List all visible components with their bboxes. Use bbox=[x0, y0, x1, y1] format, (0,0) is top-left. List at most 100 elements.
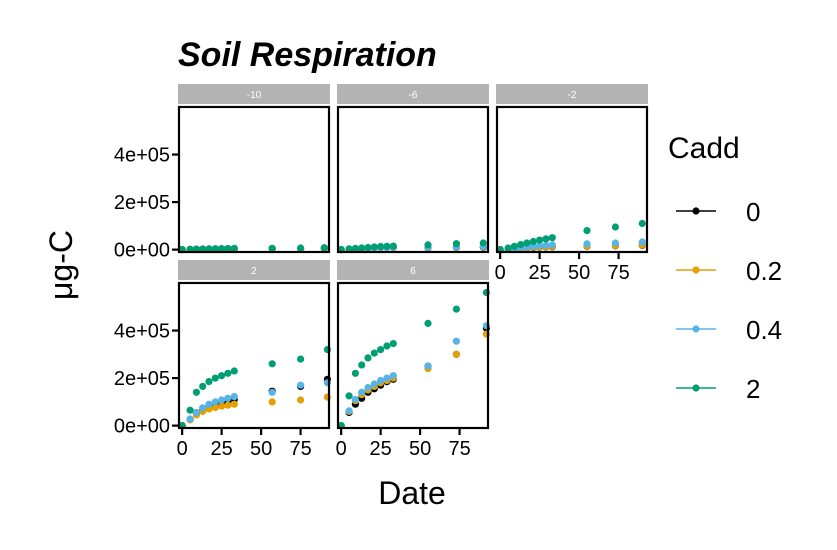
data-point bbox=[268, 388, 276, 396]
data-point bbox=[351, 244, 359, 252]
data-point bbox=[230, 367, 238, 375]
data-point bbox=[358, 361, 366, 369]
legend: Cadd 0 0.2 0.4 2 bbox=[668, 132, 782, 404]
data-point bbox=[192, 408, 200, 417]
panel-border bbox=[336, 105, 490, 254]
data-point bbox=[192, 245, 200, 253]
data-point bbox=[224, 369, 232, 377]
y-tick-label: 4e+05 bbox=[114, 321, 170, 343]
x-tick-label: 0 bbox=[177, 438, 188, 460]
panel-border bbox=[177, 281, 331, 430]
panel-border bbox=[495, 105, 649, 254]
data-point bbox=[377, 376, 385, 385]
data-point bbox=[370, 243, 378, 251]
data-point bbox=[268, 398, 276, 406]
data-point bbox=[510, 242, 518, 250]
x-tick-label: 25 bbox=[529, 262, 551, 284]
legend-key-point bbox=[692, 325, 700, 333]
data-point bbox=[351, 395, 359, 404]
data-point bbox=[230, 393, 238, 401]
facet-panels: -10 0e+00 2e+05 4e+05 -6 -2 0 25 50 75 2 0e+00 2e+05… bbox=[114, 84, 649, 460]
data-point bbox=[199, 245, 207, 253]
data-point bbox=[479, 239, 487, 247]
legend-label: 0 bbox=[746, 197, 760, 227]
x-tick-label: 25 bbox=[370, 438, 392, 460]
data-point bbox=[583, 240, 591, 248]
legend-entry: 2 bbox=[676, 374, 760, 404]
data-point bbox=[389, 372, 397, 380]
data-point bbox=[638, 238, 646, 246]
x-tick-label: 25 bbox=[211, 438, 233, 460]
facet-strip bbox=[337, 260, 489, 280]
data-point bbox=[424, 362, 432, 370]
facet-strip-label: -2 bbox=[568, 90, 577, 101]
data-point bbox=[424, 319, 432, 327]
data-point bbox=[370, 380, 378, 388]
data-point bbox=[345, 407, 353, 415]
facet-strip-label: -6 bbox=[409, 90, 418, 101]
facet-panel: -10 0e+00 2e+05 4e+05 bbox=[114, 84, 331, 262]
data-point bbox=[205, 378, 213, 386]
data-point bbox=[218, 402, 226, 410]
data-point bbox=[523, 239, 531, 247]
data-point bbox=[205, 245, 213, 253]
facet-strip bbox=[178, 260, 330, 280]
data-point bbox=[377, 242, 385, 251]
data-point bbox=[211, 374, 219, 382]
data-point bbox=[370, 349, 378, 357]
data-point bbox=[517, 241, 525, 249]
data-point bbox=[383, 374, 391, 382]
y-axis-title: μg-C bbox=[43, 230, 79, 300]
data-point bbox=[211, 398, 219, 406]
facet-strip bbox=[178, 84, 330, 104]
legend-title: Cadd bbox=[668, 132, 740, 165]
facet-panel: -6 bbox=[336, 84, 490, 254]
data-point bbox=[452, 240, 460, 248]
data-point bbox=[548, 241, 556, 249]
data-point bbox=[536, 242, 544, 250]
data-point bbox=[536, 236, 544, 244]
data-point bbox=[218, 245, 226, 253]
panel-border bbox=[177, 105, 331, 254]
data-point bbox=[345, 392, 353, 400]
data-point bbox=[358, 244, 366, 252]
data-point bbox=[358, 388, 366, 396]
data-point bbox=[268, 360, 276, 368]
data-point bbox=[199, 404, 207, 412]
data-point bbox=[542, 241, 550, 249]
data-point bbox=[199, 382, 207, 390]
facet-panel: 2 0e+00 2e+05 4e+05 0 25 50 75 bbox=[114, 260, 331, 460]
data-point bbox=[297, 355, 305, 363]
data-point bbox=[504, 244, 512, 252]
data-point bbox=[583, 227, 591, 235]
data-point bbox=[297, 396, 305, 404]
data-point bbox=[529, 237, 537, 246]
data-point bbox=[186, 415, 194, 423]
data-point bbox=[548, 234, 556, 242]
data-point bbox=[542, 235, 550, 243]
data-point bbox=[611, 239, 620, 247]
data-point bbox=[452, 305, 460, 313]
facet-panel: 6 0 25 50 75 bbox=[336, 260, 490, 460]
facet-strip bbox=[496, 84, 648, 104]
data-point bbox=[452, 350, 460, 358]
legend-label: 0.4 bbox=[746, 315, 782, 345]
x-axis-title: Date bbox=[378, 475, 446, 511]
data-point bbox=[424, 241, 432, 249]
y-tick-label: 4e+05 bbox=[114, 145, 170, 167]
x-tick-label: 50 bbox=[409, 438, 431, 460]
data-point bbox=[389, 340, 397, 348]
data-point bbox=[383, 242, 391, 250]
data-point bbox=[364, 354, 372, 362]
facet-strip-label: 6 bbox=[410, 266, 416, 277]
y-tick-label: 0e+00 bbox=[114, 416, 170, 438]
x-tick-label: 50 bbox=[568, 262, 590, 284]
panel-border bbox=[336, 281, 490, 430]
legend-entry: 0.4 bbox=[676, 315, 782, 345]
data-point bbox=[638, 219, 646, 228]
legend-key-point bbox=[692, 384, 700, 392]
chart-title: Soil Respiration bbox=[178, 36, 437, 74]
x-tick-label: 0 bbox=[336, 438, 347, 460]
data-point bbox=[218, 372, 226, 380]
x-tick-label: 75 bbox=[448, 438, 470, 460]
